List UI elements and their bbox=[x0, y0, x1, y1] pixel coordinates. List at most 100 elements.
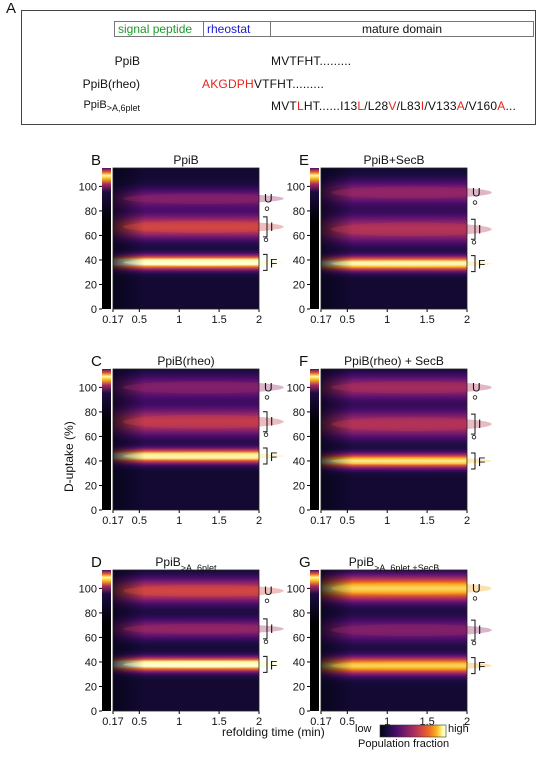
state-label-f: F bbox=[478, 258, 485, 272]
state-marker bbox=[263, 639, 269, 645]
x-tick-label: 1 bbox=[384, 716, 390, 728]
sequence-ppib-rheo: AKGDPHVTFHT......... bbox=[202, 77, 324, 91]
x-tick-label: 1.5 bbox=[211, 515, 226, 527]
sequence-ppib: MVTFHT......... bbox=[271, 54, 351, 68]
y-tick-label: 60 bbox=[85, 230, 97, 242]
plot-frame bbox=[112, 569, 260, 712]
panel-title-main: PpiB(rheo) bbox=[157, 354, 214, 368]
schematic-box: signal peptide rheostat mature domain Pp… bbox=[21, 10, 536, 125]
heatmap-panel-e: 0 20 40 60 80 100 0.17 0.5 1 1.5 2 E PpiB+SecB U I F bbox=[287, 152, 492, 326]
bracket-i bbox=[471, 218, 476, 240]
colorbar-title: Population fraction bbox=[358, 738, 450, 750]
band-f bbox=[123, 452, 284, 460]
panel-letter-g: G bbox=[299, 554, 311, 571]
x-tick-label: 2 bbox=[464, 716, 470, 728]
y-tick-label: 20 bbox=[85, 480, 97, 492]
y-tick-label: 60 bbox=[293, 632, 305, 644]
sequence-ppib-6plet: MVTLHT......I13L/L28V/L83I/V133A/V160A..… bbox=[271, 99, 516, 113]
band-i bbox=[331, 417, 492, 432]
heatmap-panel-b: 0 20 40 60 80 100 0.17 0.5 1 1.5 2 B PpiB UI F bbox=[79, 152, 284, 326]
state-marker bbox=[472, 596, 478, 601]
x-tick-label: 0.17 bbox=[102, 716, 123, 728]
band-u bbox=[331, 582, 492, 595]
band-u bbox=[331, 381, 492, 394]
panel-title: PpiB(rheo) bbox=[157, 354, 214, 368]
bracket-i bbox=[471, 413, 476, 435]
y-tick-label: 80 bbox=[85, 407, 97, 419]
side-strip-color bbox=[102, 168, 111, 222]
state-label-u: U bbox=[264, 380, 273, 394]
y-tick-label: 60 bbox=[85, 632, 97, 644]
heatmap-early-shading bbox=[321, 369, 354, 510]
heatmap-early-shading bbox=[113, 369, 146, 510]
state-marker bbox=[264, 206, 270, 211]
state-label-f: F bbox=[478, 455, 485, 469]
bracket-f bbox=[263, 655, 268, 673]
state-marker bbox=[471, 240, 477, 245]
panel-letter-e: E bbox=[299, 152, 309, 169]
band-u bbox=[123, 584, 284, 597]
colorbar bbox=[379, 724, 447, 738]
bracket-i bbox=[471, 619, 476, 641]
state-marker bbox=[472, 395, 478, 400]
x-tick-label: 0.17 bbox=[310, 515, 331, 527]
x-tick-label: 0.17 bbox=[310, 314, 331, 326]
x-tick-label: 2 bbox=[464, 314, 470, 326]
x-tick-label: 2 bbox=[464, 515, 470, 527]
y-tick-label: 0 bbox=[299, 505, 305, 517]
sequence-fragment: VTFHT......... bbox=[253, 77, 325, 91]
sequence-fragment: /L83 bbox=[396, 99, 421, 113]
state-marker bbox=[264, 395, 270, 400]
sequence-fragment: /L28 bbox=[364, 99, 389, 113]
mature-domain-label: mature domain bbox=[361, 22, 443, 36]
y-tick-label: 20 bbox=[293, 480, 305, 492]
sequence-fragment: MVT bbox=[271, 99, 297, 113]
x-tick-label: 0.5 bbox=[132, 515, 147, 527]
x-tick-label: 0.5 bbox=[132, 314, 147, 326]
side-strip bbox=[102, 570, 111, 711]
y-tick-label: 80 bbox=[293, 206, 305, 218]
y-tick-label: 40 bbox=[293, 657, 305, 669]
band-i bbox=[123, 414, 284, 429]
sequence-fragment: /V160 bbox=[464, 99, 498, 113]
state-label-f: F bbox=[270, 256, 277, 270]
bracket-f bbox=[471, 657, 476, 675]
panel-title-subscript: >A, 6plet bbox=[181, 563, 217, 573]
heatmap-early-shading bbox=[321, 168, 354, 309]
panel-title-main: PpiB bbox=[349, 555, 374, 569]
plot-frame bbox=[112, 167, 260, 310]
side-strip bbox=[310, 168, 319, 309]
side-strip bbox=[310, 570, 319, 711]
bracket-f bbox=[471, 452, 476, 470]
colorbar-low-label: low bbox=[355, 723, 372, 735]
state-label-u: U bbox=[472, 186, 481, 200]
state-label-f: F bbox=[270, 450, 277, 464]
heatmap-panel-f: 0 20 40 60 80 100 0.17 0.5 1 1.5 2 F PpiB(rheo) + Se… bbox=[287, 353, 492, 527]
y-tick-label: 60 bbox=[293, 230, 305, 242]
bracket-f bbox=[471, 255, 476, 273]
y-tick-label: 80 bbox=[293, 608, 305, 620]
side-strip-color bbox=[310, 168, 319, 222]
y-tick-label: 80 bbox=[293, 407, 305, 419]
band-f bbox=[331, 661, 492, 670]
state-label-f: F bbox=[478, 660, 485, 674]
plot-frame bbox=[320, 167, 468, 310]
rheostat-label: rheostat bbox=[207, 22, 251, 36]
mature-domain-segment: mature domain bbox=[270, 21, 534, 37]
band-f bbox=[331, 260, 492, 268]
heatmap-panel-d: 0 20 40 60 80 100 0.17 0.5 1 1.5 2 D PpiB>A, 6plet U I… bbox=[79, 554, 284, 728]
panel-title: PpiB+SecB bbox=[363, 153, 424, 167]
x-tick-label: 0.17 bbox=[310, 716, 331, 728]
heatmap-early-shading bbox=[321, 570, 354, 711]
x-tick-label: 1.5 bbox=[211, 716, 226, 728]
y-tick-label: 40 bbox=[85, 456, 97, 468]
x-tick-label: 1 bbox=[384, 314, 390, 326]
x-tick-label: 0.5 bbox=[340, 314, 355, 326]
band-i bbox=[331, 624, 492, 637]
panel-title-main: PpiB+SecB bbox=[363, 153, 424, 167]
y-tick-label: 20 bbox=[293, 681, 305, 693]
heatmap-early-shading bbox=[113, 570, 146, 711]
state-marker bbox=[263, 432, 269, 437]
state-label-i: I bbox=[478, 222, 481, 236]
band-i bbox=[331, 222, 492, 237]
